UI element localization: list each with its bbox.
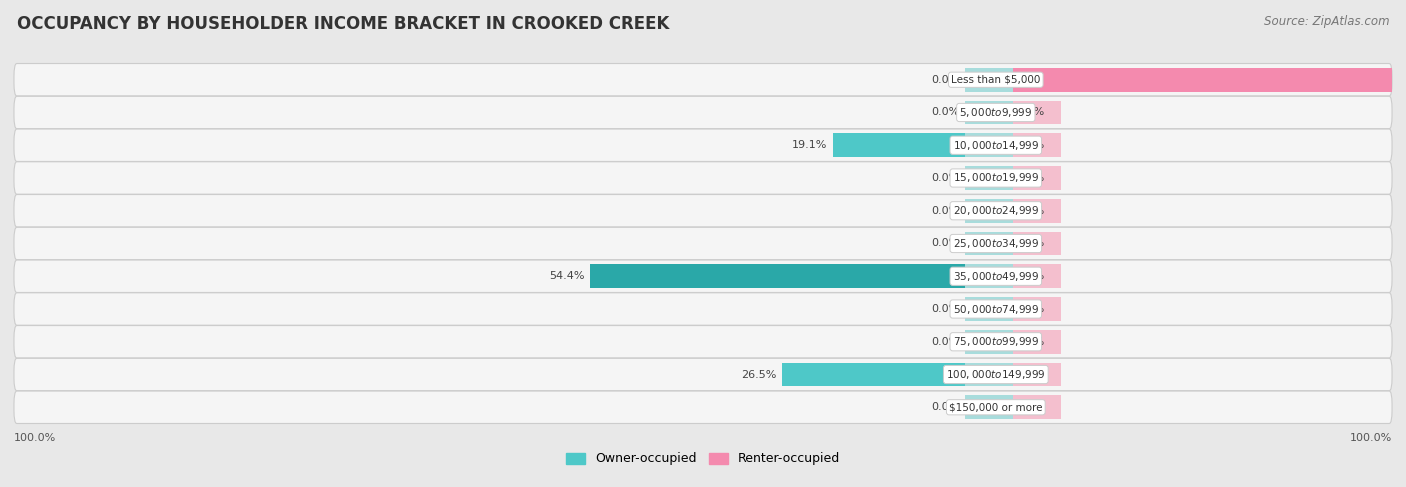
Bar [965, 68, 1012, 92]
Bar [834, 133, 965, 157]
Bar [1012, 199, 1062, 223]
Bar [1012, 395, 1062, 419]
FancyBboxPatch shape [14, 96, 1392, 129]
FancyBboxPatch shape [14, 162, 1392, 194]
Text: 0.0%: 0.0% [1017, 108, 1045, 117]
Text: $75,000 to $99,999: $75,000 to $99,999 [953, 335, 1039, 348]
Text: 19.1%: 19.1% [793, 140, 828, 150]
Bar [965, 166, 1012, 190]
FancyBboxPatch shape [14, 293, 1392, 325]
Text: 100.0%: 100.0% [14, 433, 56, 443]
Text: Less than $5,000: Less than $5,000 [950, 75, 1040, 85]
Text: 0.0%: 0.0% [1017, 304, 1045, 314]
Text: OCCUPANCY BY HOUSEHOLDER INCOME BRACKET IN CROOKED CREEK: OCCUPANCY BY HOUSEHOLDER INCOME BRACKET … [17, 15, 669, 33]
Bar [591, 264, 965, 288]
Bar [965, 199, 1012, 223]
Text: 0.0%: 0.0% [931, 108, 959, 117]
Text: 0.0%: 0.0% [931, 402, 959, 412]
Text: 0.0%: 0.0% [1017, 173, 1045, 183]
Bar [965, 395, 1012, 419]
Bar [1012, 363, 1062, 386]
Text: $15,000 to $19,999: $15,000 to $19,999 [953, 171, 1039, 185]
Bar [782, 363, 965, 386]
Text: $35,000 to $49,999: $35,000 to $49,999 [953, 270, 1039, 283]
Bar [965, 363, 1012, 386]
Text: 0.0%: 0.0% [931, 173, 959, 183]
FancyBboxPatch shape [14, 194, 1392, 227]
Text: 100.0%: 100.0% [1350, 433, 1392, 443]
Text: Source: ZipAtlas.com: Source: ZipAtlas.com [1264, 15, 1389, 28]
Text: 0.0%: 0.0% [931, 239, 959, 248]
Text: $10,000 to $14,999: $10,000 to $14,999 [953, 139, 1039, 152]
Bar [1012, 232, 1062, 255]
Text: $5,000 to $9,999: $5,000 to $9,999 [959, 106, 1032, 119]
Text: $150,000 or more: $150,000 or more [949, 402, 1043, 412]
Text: 54.4%: 54.4% [548, 271, 585, 281]
Text: $50,000 to $74,999: $50,000 to $74,999 [953, 302, 1039, 316]
Bar [965, 297, 1012, 321]
Bar [1012, 166, 1062, 190]
Text: 0.0%: 0.0% [1017, 370, 1045, 379]
Text: 0.0%: 0.0% [1017, 239, 1045, 248]
Text: 0.0%: 0.0% [1017, 206, 1045, 216]
Text: 0.0%: 0.0% [1017, 402, 1045, 412]
Bar [1012, 330, 1062, 354]
Bar [965, 330, 1012, 354]
Bar [965, 101, 1012, 124]
FancyBboxPatch shape [14, 325, 1392, 358]
Text: $100,000 to $149,999: $100,000 to $149,999 [946, 368, 1046, 381]
Text: $20,000 to $24,999: $20,000 to $24,999 [953, 204, 1039, 217]
Bar [1012, 68, 1406, 92]
Text: 26.5%: 26.5% [741, 370, 776, 379]
FancyBboxPatch shape [14, 63, 1392, 96]
Text: 0.0%: 0.0% [931, 75, 959, 85]
Bar [965, 232, 1012, 255]
Text: 0.0%: 0.0% [931, 337, 959, 347]
Text: 0.0%: 0.0% [1017, 140, 1045, 150]
FancyBboxPatch shape [14, 260, 1392, 293]
Bar [1012, 264, 1062, 288]
Bar [1012, 101, 1062, 124]
Bar [1012, 133, 1062, 157]
Text: 0.0%: 0.0% [1017, 271, 1045, 281]
Text: 0.0%: 0.0% [931, 206, 959, 216]
Bar [1012, 297, 1062, 321]
Text: $25,000 to $34,999: $25,000 to $34,999 [953, 237, 1039, 250]
Bar [965, 264, 1012, 288]
Text: 0.0%: 0.0% [931, 304, 959, 314]
FancyBboxPatch shape [14, 129, 1392, 162]
Legend: Owner-occupied, Renter-occupied: Owner-occupied, Renter-occupied [561, 448, 845, 470]
FancyBboxPatch shape [14, 227, 1392, 260]
Bar [965, 133, 1012, 157]
FancyBboxPatch shape [14, 391, 1392, 424]
FancyBboxPatch shape [14, 358, 1392, 391]
Text: 0.0%: 0.0% [1017, 337, 1045, 347]
Bar [965, 68, 1012, 92]
